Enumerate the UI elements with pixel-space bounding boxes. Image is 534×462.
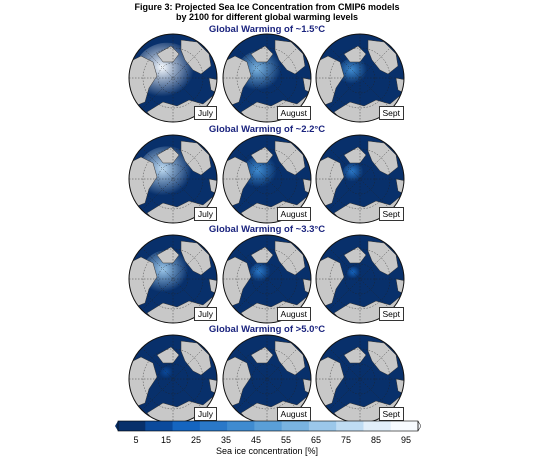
sea-ice-extent: [338, 57, 370, 87]
polar-map: August: [221, 233, 313, 325]
month-label: August: [276, 106, 311, 120]
polar-map: July: [127, 333, 219, 425]
land-mass: [367, 39, 399, 75]
land-mass: [156, 246, 180, 264]
row-title-1: Global Warming of ~1.5°C: [208, 24, 326, 35]
month-label: Sept: [378, 106, 404, 120]
polar-map: Sept: [314, 32, 406, 124]
colorbar-swatch: [390, 421, 419, 431]
polar-map: August: [221, 333, 313, 425]
land-mass: [180, 340, 212, 376]
month-label: July: [193, 307, 217, 321]
land-mass: [156, 45, 180, 63]
month-label: Sept: [378, 407, 404, 421]
row-title-4: Global Warming of >5.0°C: [208, 324, 326, 335]
sea-ice-extent: [159, 366, 175, 380]
polar-map: Sept: [314, 133, 406, 225]
colorbar-tick-label: 5: [133, 435, 138, 445]
polar-map: Sept: [314, 233, 406, 325]
land-mass: [180, 240, 212, 276]
colorbar-swatch: [199, 421, 228, 431]
colorbar-swatch: [172, 421, 201, 431]
land-mass: [274, 140, 306, 176]
land-mass: [343, 146, 367, 164]
colorbar-tick-label: 55: [281, 435, 291, 445]
land-mass: [250, 45, 274, 63]
colorbar-swatch: [336, 421, 364, 431]
colorbar-swatch: [363, 421, 392, 431]
land-mass: [156, 146, 180, 164]
sea-ice-extent: [242, 155, 280, 191]
polar-map: August: [221, 32, 313, 124]
colorbar-tick-label: 75: [341, 435, 351, 445]
land-mass: [250, 146, 274, 164]
colorbar-swatch: [227, 421, 255, 431]
land-mass: [250, 346, 274, 364]
sea-ice-extent: [237, 50, 285, 94]
polar-map: July: [127, 32, 219, 124]
figure-title-line1: Figure 3: Projected Sea Ice Concentratio…: [134, 2, 400, 12]
row-title-3: Global Warming of ~3.3°C: [208, 224, 326, 235]
land-mass: [274, 340, 306, 376]
month-label: Sept: [378, 207, 404, 221]
month-label: August: [276, 207, 311, 221]
sea-ice-extent: [342, 162, 366, 184]
land-mass: [274, 240, 306, 276]
land-mass: [180, 140, 212, 176]
polar-map: July: [127, 233, 219, 325]
month-label: August: [276, 307, 311, 321]
sea-ice-extent: [137, 146, 197, 200]
colorbar-tick-label: 15: [161, 435, 171, 445]
sea-ice-map: [315, 134, 405, 224]
sea-ice-extent: [249, 262, 273, 284]
colorbar-tick-label: 25: [191, 435, 201, 445]
month-label: July: [193, 407, 217, 421]
figure-title: Figure 3: Projected Sea Ice Concentratio…: [0, 2, 534, 22]
colorbar-tick-label: 95: [401, 435, 411, 445]
colorbar-tick-label: 65: [311, 435, 321, 445]
polar-map: August: [221, 133, 313, 225]
sea-ice-map: [222, 234, 312, 324]
land-mass: [367, 240, 399, 276]
colorbar-swatch: [118, 421, 146, 431]
sea-ice-extent: [134, 42, 200, 102]
sea-ice-extent: [141, 250, 193, 296]
colorbar-label: Sea ice concentration [%]: [215, 446, 319, 456]
colorbar-tick-label: 85: [371, 435, 381, 445]
month-label: August: [276, 407, 311, 421]
colorbar-tick-label: 35: [221, 435, 231, 445]
sea-ice-extent: [346, 266, 362, 280]
land-mass: [343, 346, 367, 364]
colorbar-swatch: [254, 421, 283, 431]
figure-title-line2: by 2100 for different global warming lev…: [175, 12, 359, 22]
land-mass: [274, 39, 306, 75]
month-label: July: [193, 207, 217, 221]
colorbar-swatch: [281, 421, 310, 431]
land-mass: [343, 246, 367, 264]
colorbar-tick-label: 45: [251, 435, 261, 445]
row-title-2: Global Warming of ~2.2°C: [208, 124, 326, 135]
month-label: Sept: [378, 307, 404, 321]
colorbar: 5 15 25 35 45 55 65 75 85 95: [115, 420, 421, 445]
land-mass: [367, 140, 399, 176]
land-mass: [367, 340, 399, 376]
land-mass: [180, 39, 212, 75]
colorbar-swatch: [308, 421, 337, 431]
land-mass: [250, 246, 274, 264]
land-mass: [343, 45, 367, 63]
land-mass: [156, 346, 180, 364]
colorbar-swatch: [145, 421, 174, 431]
polar-map: July: [127, 133, 219, 225]
month-label: July: [193, 106, 217, 120]
sea-ice-map: [128, 234, 218, 324]
polar-map: Sept: [314, 333, 406, 425]
